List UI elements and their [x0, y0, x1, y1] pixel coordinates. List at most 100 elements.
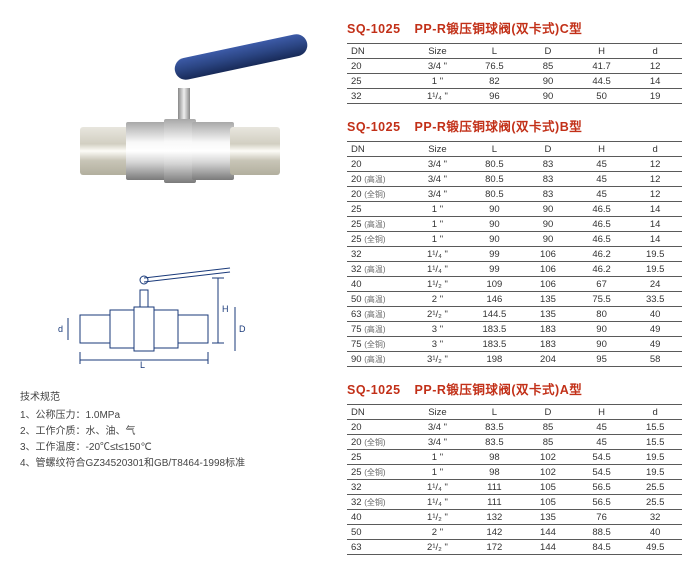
table-cell: 109 [468, 277, 522, 292]
table-cell: 172 [468, 540, 522, 555]
table-cell: 56.5 [575, 495, 629, 510]
table-cell: 132 [468, 510, 522, 525]
table-row: 401¹/₂ "1091066724 [347, 277, 682, 292]
table-cell: 90 (高温) [347, 352, 407, 367]
table-cell: 45 [575, 157, 629, 172]
sku: SQ-1025 [347, 22, 401, 36]
col-header: d [628, 44, 682, 59]
table-cell: 90 [575, 322, 629, 337]
table-cell: 19.5 [628, 450, 682, 465]
table-row: 321¹/₄ "11110556.525.5 [347, 480, 682, 495]
table-cell: 45 [575, 187, 629, 202]
table-cell: 198 [468, 352, 522, 367]
table-cell: 32 [347, 480, 407, 495]
table-cell: 25 [347, 450, 407, 465]
table-cell: 144 [521, 540, 575, 555]
table-cell: 80.5 [468, 157, 522, 172]
table-cell: 80 [575, 307, 629, 322]
table-cell: 50 [347, 525, 407, 540]
table-cell: 3 " [407, 322, 467, 337]
table-cell: 14 [628, 74, 682, 89]
table-cell: 32 (全铜) [347, 495, 407, 510]
table-cell: 15.5 [628, 435, 682, 450]
table-row: 32 (全铜)1¹/₄ "11110556.525.5 [347, 495, 682, 510]
table-cell: 1 " [407, 202, 467, 217]
table-cell: 32 [628, 510, 682, 525]
col-header: L [468, 142, 522, 157]
table-cell: 2¹/₂ " [407, 540, 467, 555]
table-cell: 24 [628, 277, 682, 292]
table-cell: 90 [521, 217, 575, 232]
table-cell: 83 [521, 187, 575, 202]
col-header: H [575, 405, 629, 420]
table-cell: 50 (高温) [347, 292, 407, 307]
spec-line: 4、管螺纹符合GZ34520301和GB/T8464-1998标准 [20, 456, 340, 472]
dim-D: D [239, 324, 246, 334]
table-cell: 75.5 [575, 292, 629, 307]
col-header: DN [347, 405, 407, 420]
col-header: DN [347, 142, 407, 157]
table-cell: 1 " [407, 74, 467, 89]
table-cell: 80.5 [468, 172, 522, 187]
table-cell: 40 [347, 277, 407, 292]
table-cell: 3/4 " [407, 420, 467, 435]
table-cell: 3/4 " [407, 157, 467, 172]
table-row: 401¹/₂ "1321357632 [347, 510, 682, 525]
table-cell: 45 [575, 420, 629, 435]
tables-region: SQ-1025PP-R锻压铜球阀(双卡式)C型DNSizeLDHd203/4 "… [347, 18, 682, 567]
col-header: D [521, 405, 575, 420]
table-cell: 95 [575, 352, 629, 367]
table-cell: 102 [521, 465, 575, 480]
col-header: H [575, 142, 629, 157]
dim-d: d [58, 324, 63, 334]
table-cell: 85 [521, 435, 575, 450]
table-cell: 75 (全铜) [347, 337, 407, 352]
spec-table-section: SQ-1025PP-R锻压铜球阀(双卡式)A型DNSizeLDHd203/4 "… [347, 379, 682, 555]
table-row: 50 (高温)2 "14613575.533.5 [347, 292, 682, 307]
table-cell: 63 [347, 540, 407, 555]
table-cell: 144 [521, 525, 575, 540]
table-cell: 82 [468, 74, 522, 89]
table-cell: 1¹/₄ " [407, 247, 467, 262]
table-cell: 144.5 [468, 307, 522, 322]
table-cell: 33.5 [628, 292, 682, 307]
table-cell: 25 [347, 74, 407, 89]
table-cell: 3/4 " [407, 187, 467, 202]
table-cell: 25.5 [628, 495, 682, 510]
table-cell: 63 (高温) [347, 307, 407, 322]
table-cell: 25 [347, 202, 407, 217]
dim-L: L [140, 360, 145, 370]
table-cell: 183 [521, 322, 575, 337]
table-row: 20 (全铜)3/4 "80.5834512 [347, 187, 682, 202]
spec-table: DNSizeLDHd203/4 "76.58541.712251 "829044… [347, 43, 682, 104]
table-cell: 83.5 [468, 420, 522, 435]
table-cell: 20 [347, 157, 407, 172]
table-cell: 90 [575, 337, 629, 352]
table-cell: 2 " [407, 292, 467, 307]
table-cell: 90 [468, 217, 522, 232]
table-row: 20 (全铜)3/4 "83.5854515.5 [347, 435, 682, 450]
table-row: 32 (高温)1¹/₄ "9910646.219.5 [347, 262, 682, 277]
table-cell: 204 [521, 352, 575, 367]
table-cell: 25 (全铜) [347, 232, 407, 247]
section-title: SQ-1025PP-R锻压铜球阀(双卡式)B型 [347, 116, 682, 135]
sku: SQ-1025 [347, 383, 401, 397]
table-row: 90 (高温)3¹/₂ "1982049558 [347, 352, 682, 367]
table-cell: 46.5 [575, 217, 629, 232]
table-cell: 106 [521, 247, 575, 262]
spec-line: 1、公称压力：1.0MPa [20, 408, 340, 424]
table-cell: 12 [628, 187, 682, 202]
table-row: 75 (高温)3 "183.51839049 [347, 322, 682, 337]
table-cell: 19.5 [628, 247, 682, 262]
table-cell: 56.5 [575, 480, 629, 495]
table-cell: 90 [521, 202, 575, 217]
table-cell: 45 [575, 172, 629, 187]
table-cell: 80.5 [468, 187, 522, 202]
table-cell: 85 [521, 420, 575, 435]
table-cell: 41.7 [575, 59, 629, 74]
table-cell: 20 (全铜) [347, 187, 407, 202]
table-cell: 90 [468, 202, 522, 217]
table-cell: 76 [575, 510, 629, 525]
table-cell: 105 [521, 480, 575, 495]
table-cell: 32 [347, 247, 407, 262]
